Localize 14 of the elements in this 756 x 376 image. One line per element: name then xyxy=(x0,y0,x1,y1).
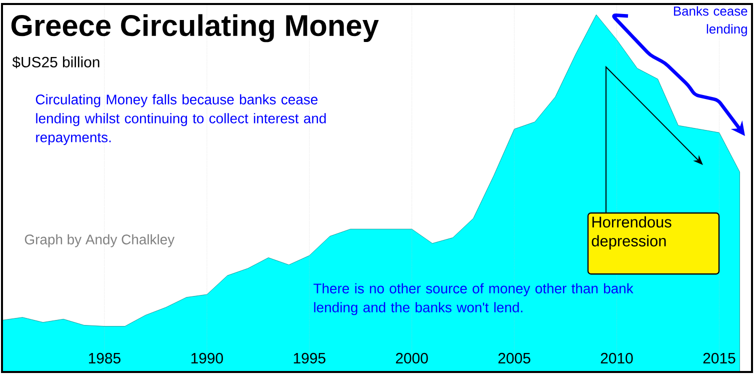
x-tick-label: 1990 xyxy=(191,352,223,364)
x-tick-label: 2010 xyxy=(600,352,633,364)
x-tick-label: 2005 xyxy=(498,352,530,364)
x-tick-label: 2000 xyxy=(396,352,428,364)
text: $US25 billion xyxy=(12,56,100,68)
x-tick-label: 2015 xyxy=(703,352,736,364)
annotation: Banks cease lending xyxy=(674,6,748,36)
chart-title: Greece Circulating Money xyxy=(11,14,379,42)
annotation: Circulating Money falls because banks cease lending whilst continuing to collect interest and repayments. xyxy=(36,94,326,146)
x-tick-label: 1995 xyxy=(294,352,326,364)
annotation: Graph by Andy Chalkley xyxy=(24,234,175,248)
x-tick-label: 1985 xyxy=(88,352,120,364)
annotation: There is no other source of money other than bank lending and the banks won't lend. xyxy=(314,283,634,316)
annotation: Horrendous depression xyxy=(592,216,672,250)
